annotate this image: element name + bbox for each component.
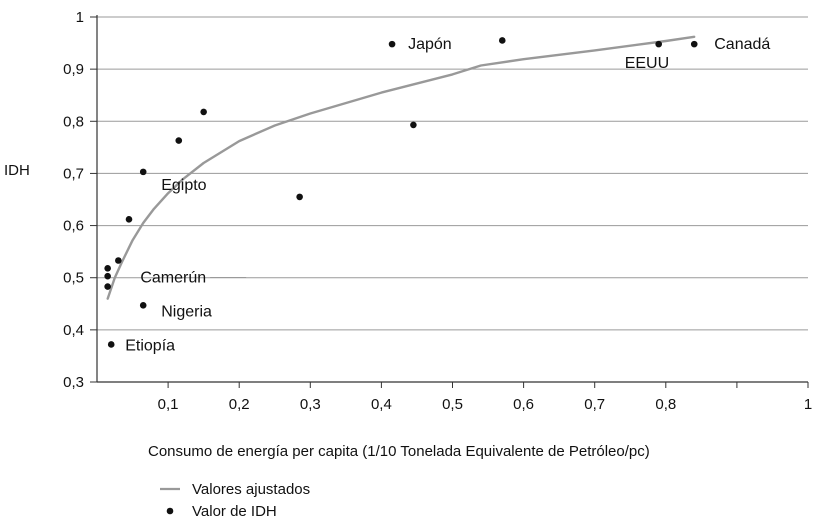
- data-point: [115, 257, 122, 264]
- x-tick-label: 0,4: [371, 396, 392, 413]
- x-tick-label: 0,3: [300, 396, 321, 413]
- data-point: [140, 169, 147, 176]
- fitted-curve-line: [108, 37, 695, 299]
- legend-dot-swatch: [167, 508, 174, 515]
- y-tick-label: 0,7: [63, 165, 84, 182]
- legend-entry-idh: Valor de IDH: [192, 503, 277, 520]
- x-axis-title: Consumo de energía per capita (1/10 Tone…: [148, 443, 650, 460]
- data-point: [126, 216, 133, 223]
- x-tick-label: 0,7: [584, 396, 605, 413]
- data-point: [691, 41, 698, 48]
- data-point: [104, 273, 111, 280]
- data-point: [104, 283, 111, 290]
- data-point: [108, 341, 115, 348]
- y-tick-label: 0,9: [63, 61, 84, 78]
- y-tick-label: 0,5: [63, 270, 84, 287]
- data-point: [175, 137, 182, 144]
- x-tick-label: 1: [804, 396, 812, 413]
- y-tick-label: 1: [76, 9, 84, 26]
- x-tick-label: 0,2: [229, 396, 250, 413]
- data-point: [104, 265, 111, 272]
- data-point: [499, 37, 506, 44]
- y-tick-label: 0,4: [63, 322, 84, 339]
- data-point: [389, 41, 396, 48]
- x-tick-label: 0,6: [513, 396, 534, 413]
- legend-entry-fitted: Valores ajustados: [192, 481, 310, 498]
- y-axis-title: IDH: [4, 162, 30, 179]
- point-label: Canadá: [714, 36, 770, 53]
- x-tick-label: 0,5: [442, 396, 463, 413]
- fitted-curve-layer: [108, 37, 695, 299]
- x-tick-label: 0,1: [158, 396, 179, 413]
- point-label: Egipto: [161, 177, 206, 194]
- point-label: Etiopía: [125, 337, 175, 354]
- data-point: [296, 194, 303, 201]
- point-labels-layer: Etiopía Camerún Egipto Nigeria Japón EEUU Cana…: [125, 36, 770, 354]
- x-tick-label: 0,8: [655, 396, 676, 413]
- point-label: Japón: [408, 36, 452, 53]
- data-point: [655, 41, 662, 48]
- data-point: [140, 302, 147, 309]
- y-tick-label: 0,8: [63, 113, 84, 130]
- y-tick-label: 0,6: [63, 218, 84, 235]
- point-label: Nigeria: [161, 303, 212, 320]
- data-point: [410, 122, 417, 129]
- y-tick-label: 0,3: [63, 374, 84, 391]
- point-label: Camerún: [140, 270, 206, 287]
- point-label: EEUU: [625, 55, 669, 72]
- data-point: [200, 109, 207, 116]
- legend: Valores ajustados Valor de IDH: [160, 481, 310, 520]
